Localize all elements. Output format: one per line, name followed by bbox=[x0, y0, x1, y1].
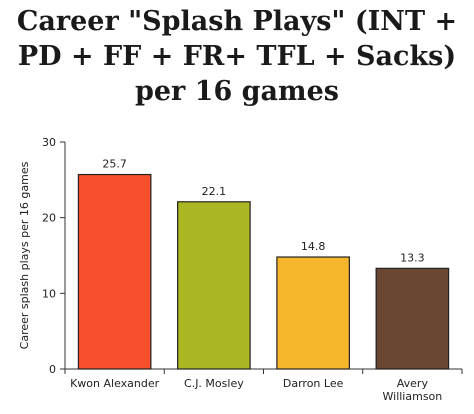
data-label: 14.8 bbox=[301, 240, 326, 253]
x-tick-label-line: Kwon Alexander bbox=[70, 377, 160, 390]
data-label: 22.1 bbox=[202, 185, 227, 198]
y-tick-label: 10 bbox=[42, 287, 56, 300]
x-tick-label-line: C.J. Mosley bbox=[184, 377, 244, 390]
bar bbox=[177, 201, 251, 370]
y-tick-label: 0 bbox=[49, 363, 56, 376]
x-tick-label: Darron Lee bbox=[283, 377, 344, 390]
chart-title: Career "Splash Plays" (INT + PD + FF + F… bbox=[16, 6, 458, 107]
x-tick-label: C.J. Mosley bbox=[184, 377, 244, 390]
data-label: 25.7 bbox=[102, 158, 127, 171]
bar bbox=[276, 256, 350, 370]
x-tick-label-line: Avery bbox=[397, 377, 429, 390]
y-axis-label: Career splash plays per 16 games bbox=[18, 161, 31, 349]
bar bbox=[375, 267, 450, 370]
data-label: 13.3 bbox=[400, 251, 425, 264]
x-tick-label-line: Darron Lee bbox=[283, 377, 344, 390]
y-tick-label: 30 bbox=[42, 136, 56, 149]
y-tick-label: 20 bbox=[42, 212, 56, 225]
x-tick-label: Kwon Alexander bbox=[70, 377, 160, 390]
x-tick-label: Avery Williamson bbox=[383, 377, 443, 403]
bar bbox=[77, 173, 152, 370]
x-tick-label-line: Williamson bbox=[383, 390, 443, 403]
